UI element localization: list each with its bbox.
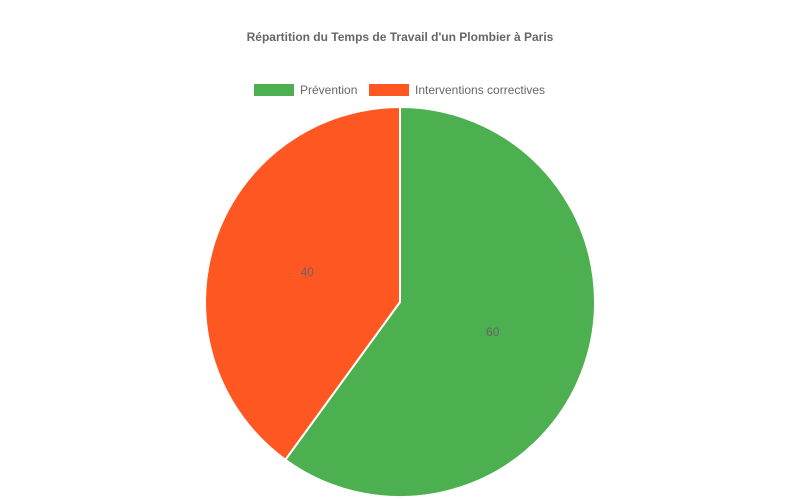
legend-item-interventions-correctives[interactable]: Interventions correctives [369, 83, 545, 97]
chart-legend: Prévention Interventions correctives [254, 83, 545, 97]
pie-slice-prevention[interactable] [283, 105, 596, 498]
legend-item-prevention[interactable]: Prévention [254, 83, 357, 97]
pie-slice-interventions-correctives[interactable] [204, 105, 401, 462]
data-label-interventions-correctives: 40 [301, 265, 315, 279]
pie-slices [204, 105, 596, 498]
legend-label-interventions-correctives: Interventions correctives [415, 83, 545, 97]
chart-title: Répartition du Temps de Travail d'un Plo… [247, 30, 554, 44]
data-label-prevention: 60 [486, 325, 500, 339]
legend-label-prevention: Prévention [300, 83, 357, 97]
legend-swatch-prevention [254, 84, 294, 96]
legend-swatch-interventions-correctives [369, 84, 409, 96]
pie-data-labels: 60 40 [301, 265, 500, 339]
